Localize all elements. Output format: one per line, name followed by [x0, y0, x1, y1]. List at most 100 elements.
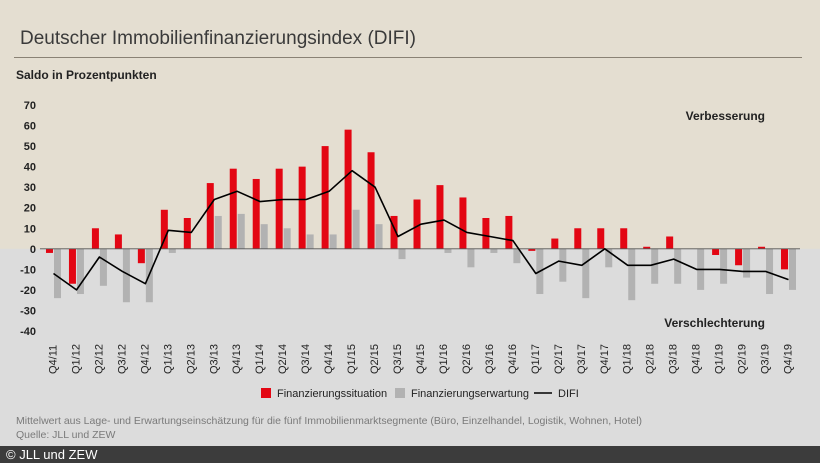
bar-finanzierungserwartung: [53, 248, 61, 299]
bar-finanzierungssituation: [459, 197, 467, 249]
legend-label-erwartung: Finanzierungserwartung: [411, 388, 529, 400]
bar-finanzierungssituation: [229, 168, 237, 249]
difi-line: [53, 169, 789, 291]
bar-finanzierungserwartung: [444, 248, 452, 253]
bar-finanzierungserwartung: [214, 215, 222, 249]
x-tick-label: Q2/19: [737, 344, 749, 374]
footnote: Mittelwert aus Lage- und Erwartungseinsc…: [16, 415, 643, 427]
y-tick-label: 30: [24, 182, 36, 194]
x-tick-label: Q3/13: [208, 344, 220, 374]
source-note: Quelle: JLL und ZEW: [16, 429, 116, 441]
bar-finanzierungssituation: [160, 209, 168, 249]
bar-finanzierungserwartung: [513, 248, 521, 264]
bar-finanzierungssituation: [413, 199, 421, 249]
bar-finanzierungserwartung: [352, 209, 360, 249]
bar-finanzierungssituation: [206, 183, 214, 249]
bar-finanzierungssituation: [114, 234, 122, 249]
bar-finanzierungserwartung: [306, 234, 314, 249]
bar-finanzierungserwartung: [329, 234, 337, 249]
x-tick-label: Q4/11: [47, 345, 59, 374]
bar-finanzierungssituation: [735, 248, 743, 266]
x-tick-label: Q1/16: [438, 344, 450, 374]
bar-finanzierungssituation: [91, 228, 99, 249]
bar-finanzierungssituation: [252, 178, 260, 249]
y-axis-label: Saldo in Prozentpunkten: [16, 68, 157, 82]
y-tick-label: -40: [20, 326, 36, 338]
bar-finanzierungserwartung: [99, 248, 107, 286]
x-tick-label: Q3/15: [392, 344, 404, 374]
x-tick-label: Q3/18: [668, 344, 680, 374]
bar-finanzierungserwartung: [720, 248, 728, 284]
bar-finanzierungssituation: [712, 248, 720, 255]
legend-label-situation: Finanzierungssituation: [277, 388, 387, 400]
x-tick-label: Q2/12: [93, 344, 105, 374]
bar-finanzierungssituation: [390, 215, 398, 249]
bar-finanzierungserwartung: [398, 248, 406, 260]
y-tick-label: 10: [24, 223, 36, 235]
bar-finanzierungserwartung: [168, 248, 176, 253]
bar-finanzierungssituation: [574, 228, 582, 249]
x-tick-label: Q3/12: [116, 344, 128, 374]
negative-zone-background: [0, 248, 820, 446]
x-tick-label: Q4/16: [507, 344, 519, 374]
x-tick-label: Q3/16: [484, 344, 496, 374]
x-tick-label: Q1/19: [714, 344, 726, 374]
y-tick-label: -30: [20, 305, 36, 317]
bar-finanzierungssituation: [298, 166, 306, 249]
chart-title: Deutscher Immobilienfinanzierungsindex (…: [20, 28, 416, 49]
annotation-verschlechterung: Verschlechterung: [664, 316, 765, 330]
x-tick-label: Q4/15: [415, 344, 427, 374]
bar-finanzierungserwartung: [559, 248, 567, 282]
bar-finanzierungserwartung: [76, 248, 84, 295]
bar-finanzierungserwartung: [605, 248, 613, 268]
y-tick-label: 70: [24, 100, 36, 112]
bar-finanzierungssituation: [620, 228, 628, 249]
y-tick-label: 0: [30, 244, 36, 256]
credit-text: © JLL und ZEW: [6, 447, 98, 462]
x-tick-label: Q1/17: [530, 344, 542, 374]
bar-finanzierungssituation: [505, 215, 513, 249]
bar-finanzierungserwartung: [628, 248, 636, 301]
legend-label-difi: DIFI: [558, 388, 579, 400]
bar-finanzierungserwartung: [789, 248, 797, 290]
y-tick-label: -20: [20, 285, 36, 297]
credit-bar: © JLL und ZEW: [0, 446, 820, 463]
bar-finanzierungssituation: [45, 248, 53, 253]
y-tick-label: 20: [24, 203, 36, 215]
legend-swatch-situation: [261, 388, 271, 398]
bar-finanzierungssituation: [183, 218, 191, 249]
title-divider: [14, 57, 802, 58]
bar-finanzierungssituation: [666, 236, 674, 249]
bar-finanzierungssituation: [528, 248, 536, 251]
x-tick-label: Q4/12: [139, 344, 151, 374]
legend-swatch-erwartung: [395, 388, 405, 398]
annotation-verbesserung: Verbesserung: [686, 109, 765, 123]
y-tick-label: 40: [24, 162, 36, 174]
x-tick-label: Q2/16: [461, 344, 473, 374]
bar-finanzierungssituation: [321, 146, 329, 249]
bar-finanzierungssituation: [68, 248, 76, 284]
bar-finanzierungssituation: [551, 238, 559, 249]
bar-finanzierungserwartung: [375, 224, 383, 249]
x-tick-label: Q1/15: [346, 344, 358, 374]
y-tick-label: 60: [24, 121, 36, 133]
x-tick-label: Q3/19: [760, 344, 772, 374]
x-tick-label: Q2/13: [185, 344, 197, 374]
x-tick-label: Q4/13: [231, 344, 243, 374]
bar-finanzierungserwartung: [237, 213, 245, 249]
bar-finanzierungserwartung: [582, 248, 590, 299]
bar-finanzierungssituation: [643, 246, 651, 249]
x-tick-label: Q1/12: [70, 344, 82, 374]
bar-finanzierungserwartung: [260, 224, 268, 249]
bar-finanzierungssituation: [137, 248, 145, 264]
bar-finanzierungssituation: [597, 228, 605, 249]
bar-finanzierungserwartung: [766, 248, 774, 295]
x-tick-label: Q1/18: [622, 344, 634, 374]
x-tick-label: Q2/18: [645, 344, 657, 374]
bar-finanzierungserwartung: [122, 248, 130, 303]
bar-finanzierungssituation: [482, 218, 490, 249]
x-tick-label: Q3/14: [300, 344, 312, 374]
bar-finanzierungserwartung: [490, 248, 498, 253]
x-tick-label: Q4/14: [323, 344, 335, 374]
